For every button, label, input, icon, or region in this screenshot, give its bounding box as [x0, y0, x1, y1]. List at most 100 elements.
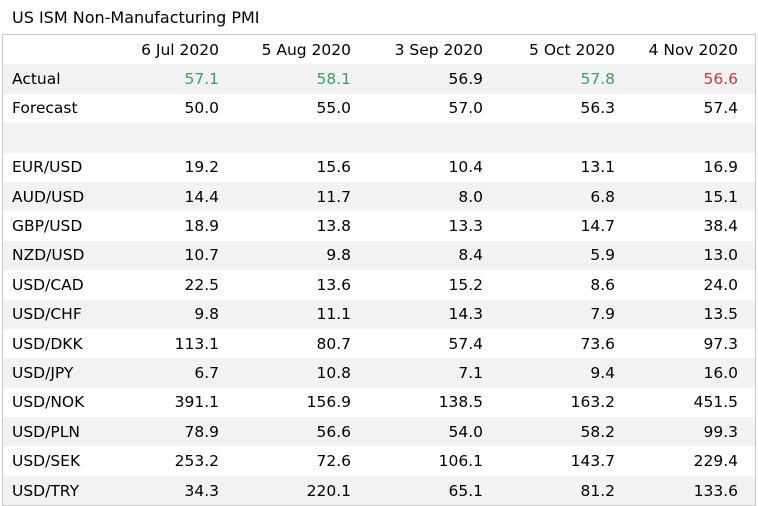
table-cell: 10.4: [448, 158, 483, 177]
table-cell: 15.2: [448, 275, 483, 294]
table-cell: 9.8: [326, 246, 351, 265]
table-row: Forecast 50.0 55.0 57.0 56.3 57.4: [3, 94, 755, 123]
table-cell: 97.3: [703, 334, 738, 353]
table-title: US ISM Non-Manufacturing PMI: [12, 8, 260, 27]
table-cell: 8.4: [458, 246, 483, 265]
table-cell: 19.2: [184, 158, 219, 177]
table-cell: 38.4: [703, 217, 738, 236]
table-row: USD/TRY 34.3 220.1 65.1 81.2 133.6: [3, 475, 755, 506]
column-header: 4 Nov 2020: [648, 40, 738, 59]
table-cell: 56.3: [580, 99, 615, 118]
table-cell: 13.6: [316, 275, 351, 294]
row-label: USD/TRY: [12, 481, 80, 500]
column-header: 6 Jul 2020: [141, 40, 219, 59]
table-cell: 11.7: [316, 187, 351, 206]
table-cell: 73.6: [580, 334, 615, 353]
table-cell: 7.9: [590, 305, 615, 324]
table-cell: 99.3: [703, 422, 738, 441]
table-cell: 133.6: [693, 481, 738, 500]
table-cell: 163.2: [570, 393, 615, 412]
table-cell: 9.4: [590, 363, 615, 382]
table-row: USD/PLN 78.9 56.6 54.0 58.2 99.3: [3, 417, 755, 447]
table-cell: 13.3: [448, 217, 483, 236]
table-cell: 57.8: [580, 70, 615, 89]
row-label: USD/CAD: [12, 275, 84, 294]
table-cell: 78.9: [184, 422, 219, 441]
table-cell: 220.1: [306, 481, 351, 500]
table-cell: 6.8: [590, 187, 615, 206]
table-row: EUR/USD 19.2 15.6 10.4 13.1 16.9: [3, 153, 755, 182]
row-label: USD/CHF: [12, 305, 82, 324]
table-cell: 57.4: [448, 334, 483, 353]
column-header: 3 Sep 2020: [394, 40, 483, 59]
row-label: USD/JPY: [12, 363, 74, 382]
table-cell: 16.9: [703, 158, 738, 177]
table-cell: 11.1: [316, 305, 351, 324]
table-cell: 58.1: [316, 70, 351, 89]
table-cell: 6.7: [194, 363, 219, 382]
row-label: AUD/USD: [12, 187, 85, 206]
table-cell: 57.0: [448, 99, 483, 118]
row-label: USD/DKK: [12, 334, 83, 353]
table-cell: 72.6: [316, 452, 351, 471]
table-cell: 8.0: [458, 187, 483, 206]
table-cell: 56.9: [448, 70, 483, 89]
table-cell: 138.5: [438, 393, 483, 412]
table-row: NZD/USD 10.7 9.8 8.4 5.9 13.0: [3, 240, 755, 271]
row-label: EUR/USD: [12, 158, 83, 177]
table-cell: 57.4: [703, 99, 738, 118]
table-cell: 229.4: [693, 452, 738, 471]
row-label: NZD/USD: [12, 246, 85, 265]
table-row: USD/SEK 253.2 72.6 106.1 143.7 229.4: [3, 446, 755, 475]
table-cell: 22.5: [184, 275, 219, 294]
row-label: USD/PLN: [12, 422, 80, 441]
row-label: USD/NOK: [12, 393, 85, 412]
table-cell: 9.8: [194, 305, 219, 324]
table-row: USD/DKK 113.1 80.7 57.4 73.6 97.3: [3, 329, 755, 358]
table-cell: 56.6: [316, 422, 351, 441]
table-cell: 13.1: [580, 158, 615, 177]
table-cell: 65.1: [448, 481, 483, 500]
table-cell: 10.7: [184, 246, 219, 265]
row-label: Forecast: [12, 99, 78, 118]
table-row: Actual 57.1 58.1 56.9 57.8 56.6: [3, 64, 755, 94]
table-row: AUD/USD 14.4 11.7 8.0 6.8 15.1: [3, 181, 755, 212]
table-cell: 81.2: [580, 481, 615, 500]
pmi-table: 6 Jul 2020 5 Aug 2020 3 Sep 2020 5 Oct 2…: [2, 34, 756, 506]
table-cell: 57.1: [184, 70, 219, 89]
table-row: USD/JPY 6.7 10.8 7.1 9.4 16.0: [3, 358, 755, 388]
table-cell: 15.1: [703, 187, 738, 206]
row-label: Actual: [12, 70, 61, 89]
table-cell: 391.1: [174, 393, 219, 412]
table-cell: 14.7: [580, 217, 615, 236]
table-row: GBP/USD 18.9 13.8 13.3 14.7 38.4: [3, 211, 755, 240]
table-cell: 56.6: [703, 70, 738, 89]
table-cell: 5.9: [590, 246, 615, 265]
table-cell: 106.1: [438, 452, 483, 471]
table-cell: 10.8: [316, 363, 351, 382]
table-cell: 15.6: [316, 158, 351, 177]
table-cell: 24.0: [703, 275, 738, 294]
table-cell: 8.6: [590, 275, 615, 294]
table-cell: 253.2: [174, 452, 219, 471]
table-cell: 13.8: [316, 217, 351, 236]
table-cell: 143.7: [570, 452, 615, 471]
table-cell: 55.0: [316, 99, 351, 118]
table-cell: 14.4: [184, 187, 219, 206]
table-cell: 7.1: [458, 363, 483, 382]
table-row: USD/CAD 22.5 13.6 15.2 8.6 24.0: [3, 270, 755, 299]
table-cell: 156.9: [306, 393, 351, 412]
table-header-row: 6 Jul 2020 5 Aug 2020 3 Sep 2020 5 Oct 2…: [3, 35, 755, 65]
table-cell: 18.9: [184, 217, 219, 236]
table-cell: 34.3: [184, 481, 219, 500]
table-cell: 54.0: [448, 422, 483, 441]
table-row: [3, 123, 755, 153]
table-cell: 13.5: [703, 305, 738, 324]
table-cell: 113.1: [174, 334, 219, 353]
row-label: GBP/USD: [12, 217, 83, 236]
table-cell: 451.5: [693, 393, 738, 412]
table-cell: 58.2: [580, 422, 615, 441]
table-cell: 14.3: [448, 305, 483, 324]
column-header: 5 Aug 2020: [261, 40, 351, 59]
table-cell: 80.7: [316, 334, 351, 353]
